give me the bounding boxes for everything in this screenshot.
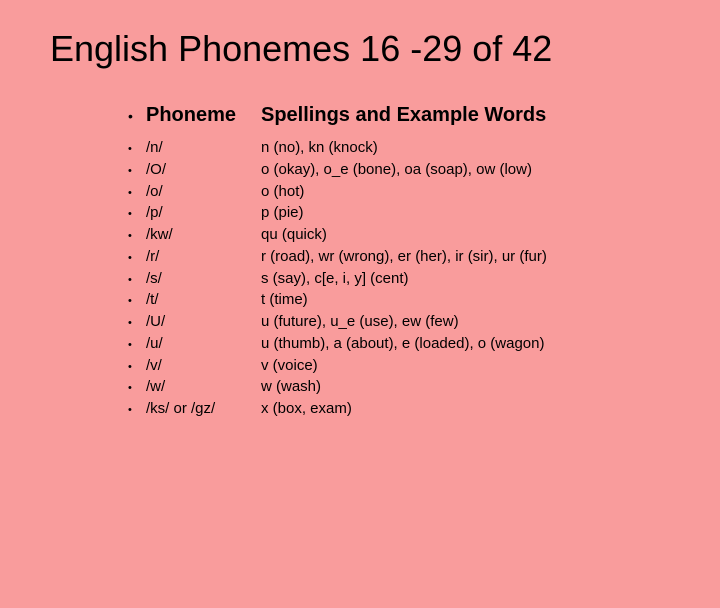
phoneme-cell: /n/	[146, 137, 261, 159]
table-row: •/U/u (future), u_e (use), ew (few)	[128, 311, 720, 333]
examples-cell: o (okay), o_e (bone), oa (soap), ow (low…	[261, 159, 532, 181]
bullet-icon: •	[128, 108, 146, 124]
header-row: • Phoneme Spellings and Example Words	[128, 104, 720, 127]
content-area: • Phoneme Spellings and Example Words •/…	[128, 104, 720, 420]
table-row: •/u/u (thumb), a (about), e (loaded), o …	[128, 333, 720, 355]
phoneme-cell: /o/	[146, 181, 261, 203]
table-row: •/ks/ or /gz/x (box, exam)	[128, 398, 720, 420]
phoneme-cell: /s/	[146, 268, 261, 290]
table-row: •/p/p (pie)	[128, 202, 720, 224]
examples-cell: x (box, exam)	[261, 398, 352, 420]
phoneme-cell: /u/	[146, 333, 261, 355]
bullet-icon: •	[128, 207, 146, 223]
phoneme-cell: /r/	[146, 246, 261, 268]
header-phoneme: Phoneme	[146, 104, 261, 127]
header-examples: Spellings and Example Words	[261, 104, 546, 127]
bullet-icon: •	[128, 403, 146, 419]
table-row: •/t/t (time)	[128, 289, 720, 311]
examples-cell: o (hot)	[261, 181, 304, 203]
phoneme-cell: /w/	[146, 376, 261, 398]
bullet-icon: •	[128, 294, 146, 310]
bullet-icon: •	[128, 164, 146, 180]
page-title: English Phonemes 16 -29 of 42	[50, 28, 720, 70]
table-row: •/s/s (say), c[e, i, y] (cent)	[128, 268, 720, 290]
rows-container: •/n/n (no), kn (knock)•/O/o (okay), o_e …	[128, 137, 720, 420]
table-row: •/O/o (okay), o_e (bone), oa (soap), ow …	[128, 159, 720, 181]
slide: English Phonemes 16 -29 of 42 • Phoneme …	[0, 0, 720, 608]
bullet-icon: •	[128, 229, 146, 245]
phoneme-cell: /kw/	[146, 224, 261, 246]
phoneme-cell: /p/	[146, 202, 261, 224]
bullet-icon: •	[128, 381, 146, 397]
examples-cell: p (pie)	[261, 202, 304, 224]
bullet-icon: •	[128, 186, 146, 202]
examples-cell: n (no), kn (knock)	[261, 137, 378, 159]
bullet-icon: •	[128, 316, 146, 332]
table-row: •/r/r (road), wr (wrong), er (her), ir (…	[128, 246, 720, 268]
phoneme-cell: /U/	[146, 311, 261, 333]
phoneme-cell: /O/	[146, 159, 261, 181]
examples-cell: w (wash)	[261, 376, 321, 398]
examples-cell: qu (quick)	[261, 224, 327, 246]
examples-cell: s (say), c[e, i, y] (cent)	[261, 268, 409, 290]
examples-cell: r (road), wr (wrong), er (her), ir (sir)…	[261, 246, 547, 268]
bullet-icon: •	[128, 142, 146, 158]
table-row: •/w/w (wash)	[128, 376, 720, 398]
examples-cell: t (time)	[261, 289, 308, 311]
table-row: •/v/v (voice)	[128, 355, 720, 377]
bullet-icon: •	[128, 273, 146, 289]
bullet-icon: •	[128, 360, 146, 376]
bullet-icon: •	[128, 338, 146, 354]
examples-cell: u (future), u_e (use), ew (few)	[261, 311, 459, 333]
phoneme-cell: /t/	[146, 289, 261, 311]
table-row: •/o/o (hot)	[128, 181, 720, 203]
phoneme-cell: /v/	[146, 355, 261, 377]
examples-cell: u (thumb), a (about), e (loaded), o (wag…	[261, 333, 544, 355]
table-row: •/n/n (no), kn (knock)	[128, 137, 720, 159]
bullet-icon: •	[128, 251, 146, 267]
phoneme-cell: /ks/ or /gz/	[146, 398, 261, 420]
examples-cell: v (voice)	[261, 355, 318, 377]
table-row: •/kw/qu (quick)	[128, 224, 720, 246]
